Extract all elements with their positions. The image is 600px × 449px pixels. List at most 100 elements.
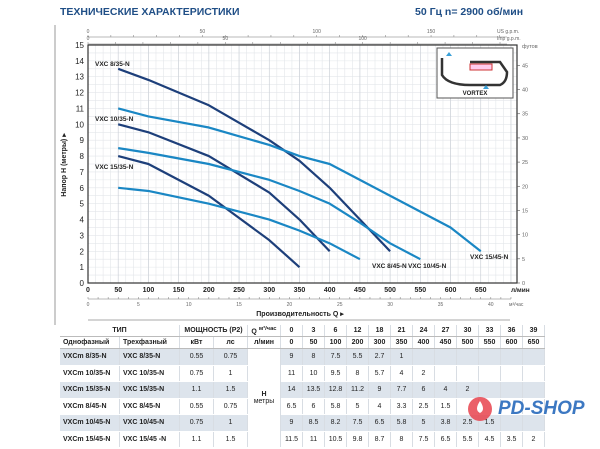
m3h-tick-label: 0 <box>87 302 90 308</box>
q-m3h-cell: 27 <box>434 325 457 337</box>
q-lmin-cell: 600 <box>500 336 523 349</box>
head-value: 3.3 <box>390 398 413 415</box>
y-tick-label: 14 <box>75 57 84 66</box>
x-tick-label: 500 <box>384 287 396 294</box>
us-gpm-tick-label: 150 <box>427 29 436 35</box>
head-value <box>500 365 523 382</box>
head-value: 4 <box>434 381 457 399</box>
head-value <box>456 365 479 382</box>
head-value <box>522 348 545 366</box>
q-lmin-cell: 100 <box>324 336 347 349</box>
head-value: 13.5 <box>302 381 325 399</box>
x-tick-label: 300 <box>263 287 275 294</box>
head-value: 5.8 <box>324 398 347 415</box>
y-tick-label: 15 <box>75 41 84 50</box>
head-value: 11 <box>280 365 303 382</box>
table-row: VXCm 15/35-N VXC 15/35-N 1.1 1.5 14 13.5 12.8 1… <box>60 381 545 399</box>
head-value <box>478 348 501 366</box>
head-value: 8.2 <box>324 414 347 432</box>
m3h-tick-label: 40 <box>488 302 494 308</box>
q-lmin-cell: 0 <box>280 336 303 349</box>
m3h-tick-label: 5 <box>137 302 140 308</box>
curve-vxc-8-35-n <box>117 155 301 268</box>
power-kw: 0.55 <box>179 348 214 366</box>
feet-tick-label: 10 <box>522 233 528 239</box>
model-single: VXCm 10/45-N <box>60 414 120 432</box>
head-value <box>500 381 523 399</box>
head-value: 3.8 <box>434 414 457 432</box>
head-value: 4 <box>368 398 391 415</box>
q-lmin-cell: 650 <box>522 336 545 349</box>
model-single: VXCm 15/35-N <box>60 381 120 399</box>
power-hp: 1.5 <box>213 381 248 399</box>
head-value: 5.5 <box>346 348 369 366</box>
head-value: 1 <box>390 348 413 366</box>
power-hp: 0.75 <box>213 348 248 366</box>
head-value: 6.5 <box>434 431 457 448</box>
model-three: VXC 15/45 -N <box>119 431 180 448</box>
power-kw: 0.55 <box>179 398 214 415</box>
imp-gpm-tick-label: 0 <box>87 36 90 42</box>
head-value: 7.5 <box>412 431 435 448</box>
m3h-unit-label: м³/час <box>509 302 524 308</box>
y-tick-label: 6 <box>80 184 85 193</box>
head-value: 9 <box>368 381 391 399</box>
x-tick-label: 100 <box>143 287 155 294</box>
y-tick-label: 9 <box>80 136 85 145</box>
model-three: VXC 8/45-N <box>119 398 180 415</box>
y-tick-label: 3 <box>80 231 85 240</box>
head-value: 10.5 <box>324 431 347 448</box>
feet-tick-label: 0 <box>522 281 525 287</box>
curve-label: VXC 10/35-N <box>95 116 134 123</box>
curve-label: VXC 8/45-N <box>372 263 407 270</box>
q-m3h-cell: 39 <box>522 325 545 337</box>
power-kw: 0.75 <box>179 414 214 432</box>
m3h-tick-label: 20 <box>287 302 293 308</box>
curve-label: VXC 15/45-N <box>470 254 509 261</box>
q-m3h-cell: 33 <box>478 325 501 337</box>
kw-header: кВт <box>179 336 214 349</box>
single-phase-header: Однофазный <box>60 336 120 349</box>
logo-text: PD-SHOP <box>498 398 585 419</box>
head-value <box>434 365 457 382</box>
imp-gpm-unit-label: Imp g.p.m. <box>497 36 521 42</box>
head-value <box>478 365 501 382</box>
model-three: VXC 10/45-N <box>119 414 180 432</box>
head-value: 5.8 <box>390 414 413 432</box>
us-gpm-tick-label: 100 <box>313 29 322 35</box>
q-lmin-cell: 450 <box>434 336 457 349</box>
imp-gpm-tick-label: 50 <box>223 36 229 42</box>
us-gpm-tick-label: 0 <box>87 29 90 35</box>
vortex-inset <box>436 47 514 99</box>
power-kw: 1.1 <box>179 431 214 448</box>
model-single: VXCm 15/45-N <box>60 431 120 448</box>
head-value: 5 <box>412 414 435 432</box>
q-m3h-cell: 12 <box>346 325 369 337</box>
pd-shop-logo: PD-SHOP <box>468 396 598 422</box>
model-three: VXC 15/35-N <box>119 381 180 399</box>
head-value: 8.5 <box>302 414 325 432</box>
head-value <box>500 414 523 432</box>
head-value: 9 <box>280 348 303 366</box>
model-single: VXCm 10/35-N <box>60 365 120 382</box>
head-value: 10 <box>302 365 325 382</box>
plot-frame <box>87 44 518 284</box>
power-hp: 1 <box>213 414 248 432</box>
head-value: 11.5 <box>280 431 303 448</box>
head-value: 2.7 <box>368 348 391 366</box>
x-tick-label: 350 <box>294 287 306 294</box>
q-m3h-cell: 21 <box>390 325 413 337</box>
m3h-tick-label: 25 <box>337 302 343 308</box>
model-single: VXCm 8/35-N <box>60 348 120 366</box>
page-title: ТЕХНИЧЕСКИЕ ХАРАКТЕРИСТИКИ <box>60 6 240 18</box>
y-tick-label: 11 <box>76 104 85 113</box>
x-tick-label: 400 <box>324 287 336 294</box>
us-gpm-unit-label: US g.p.m. <box>497 29 519 35</box>
feet-tick-label: 5 <box>522 257 525 263</box>
y-tick-label: 10 <box>75 120 84 129</box>
three-phase-header: Трехфазный <box>119 336 180 349</box>
pump-housing-icon <box>440 58 509 87</box>
head-value: 5.5 <box>456 431 479 448</box>
